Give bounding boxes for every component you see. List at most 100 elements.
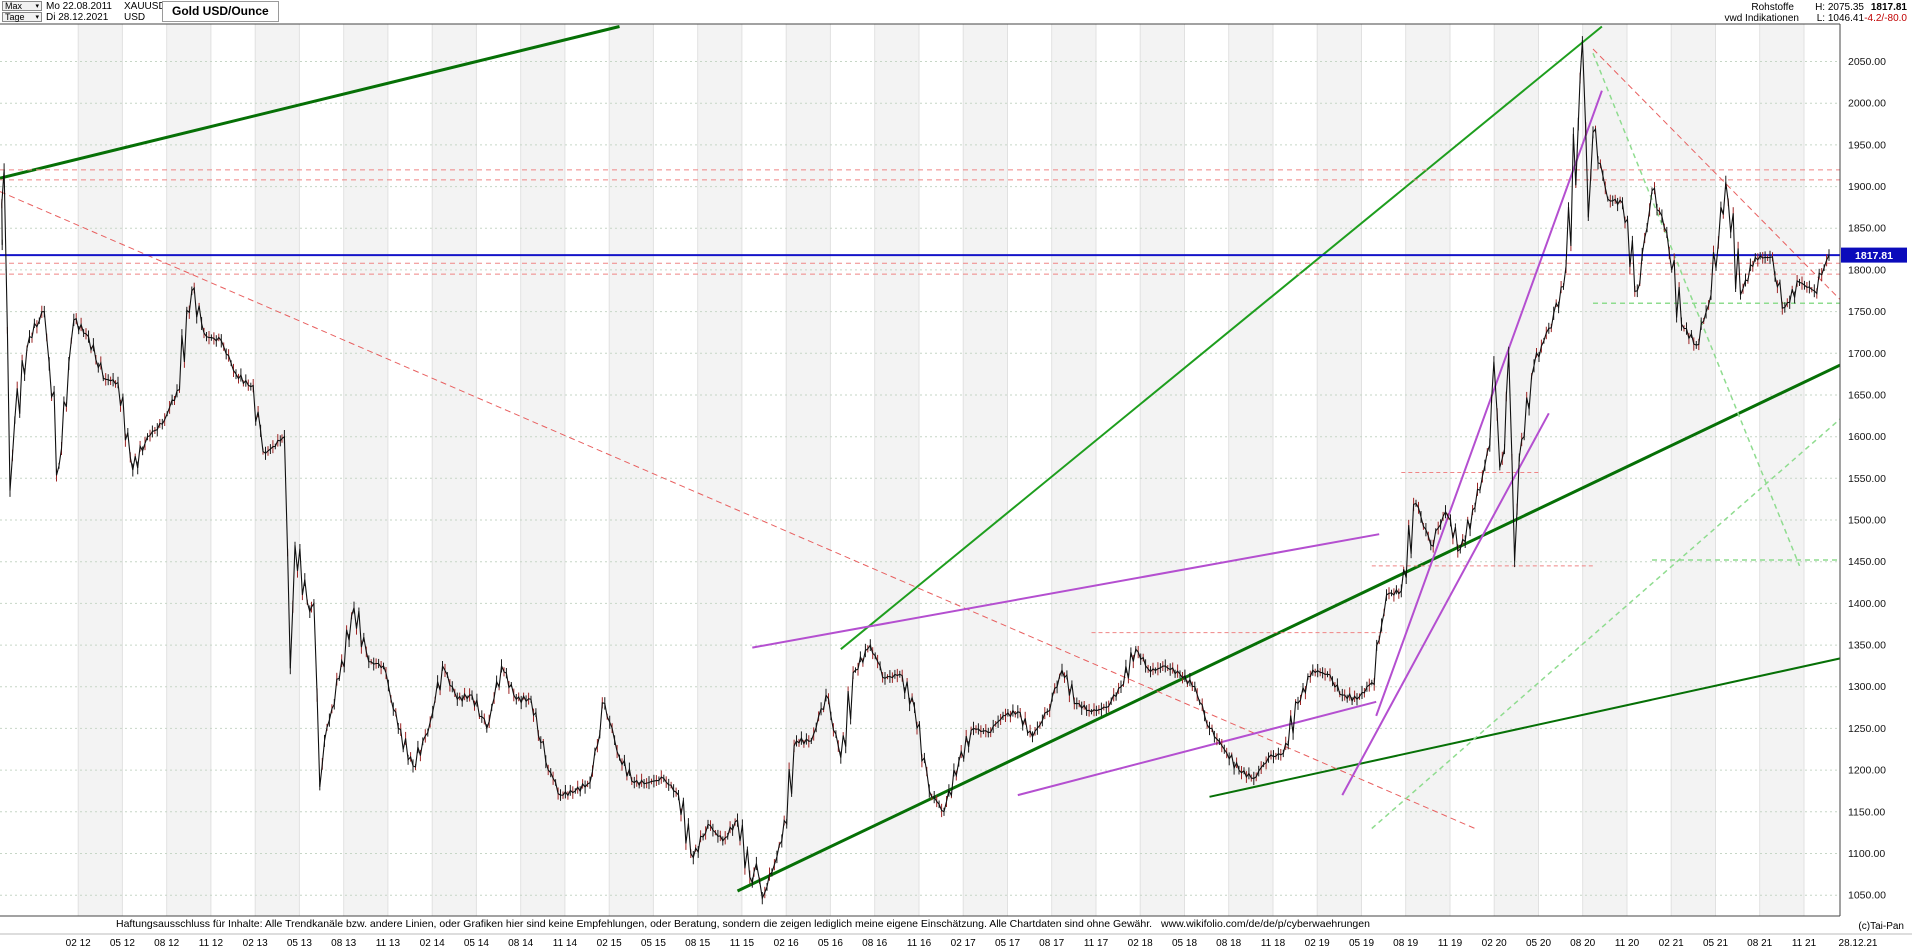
svg-text:1050.00: 1050.00 [1848, 890, 1886, 902]
svg-text:1400.00: 1400.00 [1848, 598, 1886, 610]
svg-text:08 19: 08 19 [1393, 938, 1418, 949]
svg-text:2050.00: 2050.00 [1848, 56, 1886, 68]
provider-label: vwd Indikationen [1724, 13, 1800, 24]
svg-text:08 17: 08 17 [1039, 938, 1064, 949]
trend-line-violet-channel-mid[interactable] [752, 533, 1380, 649]
svg-text:08 20: 08 20 [1570, 938, 1595, 949]
svg-text:1300.00: 1300.00 [1848, 681, 1886, 693]
trend-line-violet-base-channel[interactable] [1017, 700, 1377, 797]
svg-text:11 21: 11 21 [1792, 938, 1817, 949]
svg-text:1800.00: 1800.00 [1848, 264, 1886, 276]
svg-text:11 16: 11 16 [907, 938, 932, 949]
svg-text:1550.00: 1550.00 [1848, 473, 1886, 485]
chart-start-date: Mo 22.08.2011 [46, 1, 112, 12]
svg-text:05 16: 05 16 [818, 938, 843, 949]
svg-text:1900.00: 1900.00 [1848, 181, 1886, 193]
svg-text:08 14: 08 14 [508, 938, 533, 949]
trend-line-lower-green-support[interactable] [1209, 657, 1844, 798]
svg-text:02 16: 02 16 [774, 938, 799, 949]
svg-text:02 19: 02 19 [1305, 938, 1330, 949]
date-axis[interactable]: 02 12 05 12 08 12 11 12 02 13 05 13 08 13 11 13… [66, 938, 1878, 949]
price-series [1, 36, 1830, 905]
svg-text:05 15: 05 15 [641, 938, 666, 949]
svg-text:2000.00: 2000.00 [1848, 98, 1886, 110]
trend-line-violet-rally-right[interactable] [1375, 90, 1603, 717]
trend-line-main-green-support[interactable] [736, 363, 1844, 893]
trend-line-rising-green-dashed[interactable] [1371, 416, 1844, 830]
range-dropdown[interactable]: Max ▾ [2, 1, 42, 11]
svg-text:08 21: 08 21 [1747, 938, 1772, 949]
svg-text:02 14: 02 14 [420, 938, 445, 949]
svg-text:02 20: 02 20 [1482, 938, 1507, 949]
trend-line-peak-falloff[interactable] [1592, 52, 1801, 567]
svg-text:1350.00: 1350.00 [1848, 640, 1886, 652]
svg-text:05 14: 05 14 [464, 938, 489, 949]
svg-text:02 18: 02 18 [1128, 938, 1153, 949]
trend-line-upper-green-trend[interactable] [0, 25, 620, 180]
svg-text:08 18: 08 18 [1216, 938, 1241, 949]
last-price-value: 1817.81 [1870, 2, 1907, 13]
svg-text:1650.00: 1650.00 [1848, 390, 1886, 402]
svg-text:08 13: 08 13 [331, 938, 356, 949]
trend-lines[interactable] [0, 25, 1844, 893]
svg-text:1200.00: 1200.00 [1848, 765, 1886, 777]
svg-text:1100.00: 1100.00 [1848, 848, 1885, 860]
svg-text:1150.00: 1150.00 [1848, 806, 1885, 818]
copyright-label: (c)Tai-Pan [1858, 921, 1904, 932]
svg-text:02 15: 02 15 [597, 938, 622, 949]
chart-title: Gold USD/Ounce [162, 1, 279, 22]
price-change-value: -4.2/-80.0 [1864, 13, 1907, 24]
svg-text:08 15: 08 15 [685, 938, 710, 949]
svg-text:02 21: 02 21 [1659, 938, 1684, 949]
svg-text:11 14: 11 14 [553, 938, 578, 949]
range-dropdown-label: Max [5, 1, 23, 11]
plot-borders [0, 23, 1912, 935]
svg-text:1600.00: 1600.00 [1848, 431, 1886, 443]
svg-text:1750.00: 1750.00 [1848, 306, 1886, 318]
price-gridlines [0, 61, 1840, 896]
currency-label: USD [124, 12, 146, 23]
svg-text:08 12: 08 12 [154, 938, 179, 949]
svg-text:11 17: 11 17 [1084, 938, 1109, 949]
period-dropdown-label: Tage [5, 12, 25, 22]
period-high: H: 2075.35 [1815, 2, 1864, 13]
svg-text:1950.00: 1950.00 [1848, 139, 1886, 151]
svg-text:05 21: 05 21 [1703, 938, 1728, 949]
disclaimer-text: Haftungsausschluss für Inhalte: Alle Tre… [116, 918, 1153, 930]
svg-text:11 15: 11 15 [730, 938, 755, 949]
svg-text:11 13: 11 13 [376, 938, 401, 949]
svg-text:02 12: 02 12 [66, 938, 91, 949]
trend-line-rally-green-trend[interactable] [840, 25, 1603, 650]
price-axis[interactable]: 2050.00 2000.00 1950.00 1900.00 1850.00 1800.… [1848, 56, 1886, 902]
quarter-bands [77, 24, 1805, 916]
symbol-label: XAUUSD [124, 1, 166, 12]
svg-text:1700.00: 1700.00 [1848, 348, 1886, 360]
last-price-badge: 1817.81 [1841, 247, 1907, 263]
svg-text:08 16: 08 16 [862, 938, 887, 949]
chart-end-date: Di 28.12.2021 [46, 12, 109, 23]
trend-line-violet-rally-left[interactable] [1341, 412, 1550, 796]
svg-text:05 18: 05 18 [1172, 938, 1197, 949]
svg-text:05 12: 05 12 [110, 938, 135, 949]
svg-text:11 20: 11 20 [1615, 938, 1640, 949]
svg-text:1450.00: 1450.00 [1848, 556, 1886, 568]
svg-text:11 12: 11 12 [199, 938, 224, 949]
disclaimer: Haftungsausschluss für Inhalte: Alle Tre… [116, 918, 1370, 930]
trend-line-downtrend-2011-2016[interactable] [0, 191, 1476, 829]
svg-text:05 17: 05 17 [995, 938, 1020, 949]
period-dropdown[interactable]: Tage ▾ [2, 12, 42, 22]
svg-text:1250.00: 1250.00 [1848, 723, 1886, 735]
svg-text:11 18: 11 18 [1261, 938, 1286, 949]
svg-text:02 17: 02 17 [951, 938, 976, 949]
svg-text:1850.00: 1850.00 [1848, 223, 1886, 235]
wikifolio-link[interactable]: www.wikifolio.com/de/de/p/cyberwaehrunge… [1161, 918, 1370, 930]
svg-text:05 13: 05 13 [287, 938, 312, 949]
svg-text:05 20: 05 20 [1526, 938, 1551, 949]
svg-text:02 13: 02 13 [243, 938, 268, 949]
svg-text:1500.00: 1500.00 [1848, 515, 1886, 527]
svg-text:11 19: 11 19 [1438, 938, 1463, 949]
period-low: L: 1046.41 [1816, 13, 1864, 24]
chevron-down-icon: ▾ [35, 2, 39, 10]
